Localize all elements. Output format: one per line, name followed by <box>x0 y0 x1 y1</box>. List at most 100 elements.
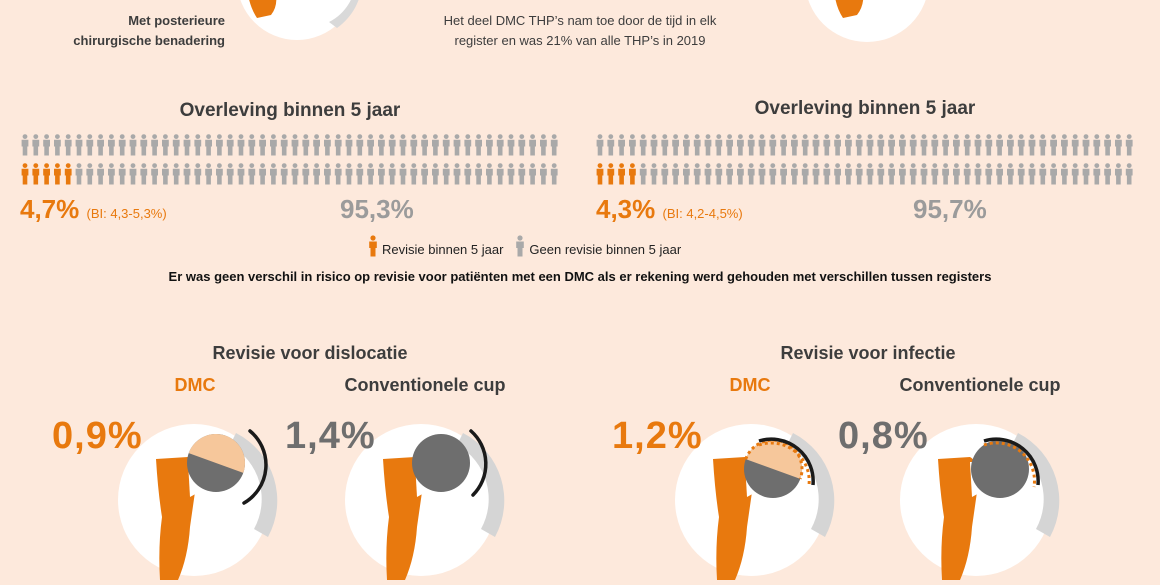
person-icon <box>259 163 266 185</box>
person-icon <box>726 163 733 185</box>
person-icon <box>1115 134 1122 156</box>
person-icon <box>1104 134 1111 156</box>
person-icon <box>172 163 180 185</box>
top-center-note-line1: Het deel DMC THP’s nam toe door de tijd … <box>443 13 717 28</box>
person-icon <box>823 163 831 185</box>
person-icon <box>388 163 396 185</box>
person-icon <box>162 134 169 156</box>
person-icon <box>162 163 169 185</box>
person-icon <box>399 163 407 185</box>
person-icon <box>877 163 885 185</box>
person-icon <box>205 134 212 156</box>
person-icon <box>324 163 331 185</box>
person-icon <box>43 134 50 156</box>
person-icon <box>421 163 428 185</box>
person-icon <box>313 134 320 156</box>
person-icon <box>1017 163 1025 185</box>
hip-dmc-dislocation <box>118 407 278 580</box>
person-icon <box>1125 134 1133 156</box>
person-icon <box>496 134 504 156</box>
person-icon <box>985 134 993 156</box>
person-icon <box>1093 163 1101 185</box>
person-icon <box>356 134 364 156</box>
person-icon <box>529 163 536 185</box>
person-icon <box>140 163 148 185</box>
person-icon <box>899 134 906 156</box>
person-icon <box>1017 134 1025 156</box>
person-icon <box>1028 163 1036 185</box>
person-icon <box>845 163 852 185</box>
ci-left: (BI: 4,3-5,3%) <box>86 206 167 221</box>
person-icon <box>780 163 787 185</box>
person-icon <box>920 163 928 185</box>
top-right-hip-graphic <box>795 0 935 55</box>
person-icon <box>421 134 428 156</box>
person-icon <box>194 163 202 185</box>
person-icon <box>942 134 949 156</box>
person-icon <box>540 134 547 156</box>
person-icon <box>291 163 299 185</box>
person-icon <box>661 134 669 156</box>
person-icon <box>64 134 72 156</box>
person-icon <box>399 134 407 156</box>
person-icon <box>1115 163 1122 185</box>
person-icon <box>672 163 679 185</box>
person-icon <box>639 163 647 185</box>
person-icon <box>334 163 342 185</box>
person-icon <box>194 134 202 156</box>
person-icon <box>672 134 679 156</box>
person-icon <box>205 163 212 185</box>
people-grid-left <box>20 132 560 188</box>
person-icon <box>237 163 245 185</box>
person-icon <box>464 134 472 156</box>
person-icon <box>974 163 982 185</box>
person-icon <box>270 163 277 185</box>
top-left-hip-graphic <box>235 0 365 55</box>
person-icon <box>888 134 895 156</box>
person-icon <box>32 134 40 156</box>
person-icon <box>985 163 993 185</box>
person-icon <box>475 163 482 185</box>
person-icon <box>693 134 701 156</box>
person-icon <box>432 163 439 185</box>
person-icon <box>737 134 744 156</box>
person-icon <box>845 134 852 156</box>
person-icon <box>32 163 40 185</box>
person-icon <box>183 134 191 156</box>
person-icon <box>974 134 982 156</box>
person-icon <box>291 134 299 156</box>
person-icon <box>639 134 647 156</box>
person-icon <box>464 163 472 185</box>
person-icon <box>529 134 536 156</box>
person-icon <box>1061 163 1068 185</box>
person-icon <box>758 163 766 185</box>
person-icon <box>931 163 939 185</box>
person-icon <box>801 163 809 185</box>
person-icon <box>1039 134 1047 156</box>
dmc-label-infection: DMC <box>729 375 771 395</box>
person-icon <box>877 134 885 156</box>
person-grey-icon <box>516 234 525 256</box>
person-icon <box>108 134 115 156</box>
top-left-note-line2: chirurgische benadering <box>73 33 225 48</box>
person-icon <box>442 134 450 156</box>
revision-pct-left: 4,7% (BI: 4,3-5,3%) <box>20 194 167 225</box>
person-icon <box>97 134 104 156</box>
person-icon <box>607 163 615 185</box>
revision-pct-right: 4,3% (BI: 4,2-4,5%) <box>596 194 743 225</box>
person-icon <box>834 134 841 156</box>
person-icon <box>866 163 874 185</box>
no-revision-pct-left: 95,3% <box>340 194 414 224</box>
person-icon <box>270 134 277 156</box>
person-icon <box>769 134 777 156</box>
person-icon <box>834 163 841 185</box>
person-icon <box>140 134 148 156</box>
person-icon <box>888 163 895 185</box>
person-icon <box>151 163 158 185</box>
person-icon <box>942 163 949 185</box>
conv-pct-dislocation: 1,4% <box>285 415 376 457</box>
person-icon <box>226 134 234 156</box>
person-icon <box>334 134 342 156</box>
person-icon <box>661 163 669 185</box>
person-icon <box>1007 163 1014 185</box>
